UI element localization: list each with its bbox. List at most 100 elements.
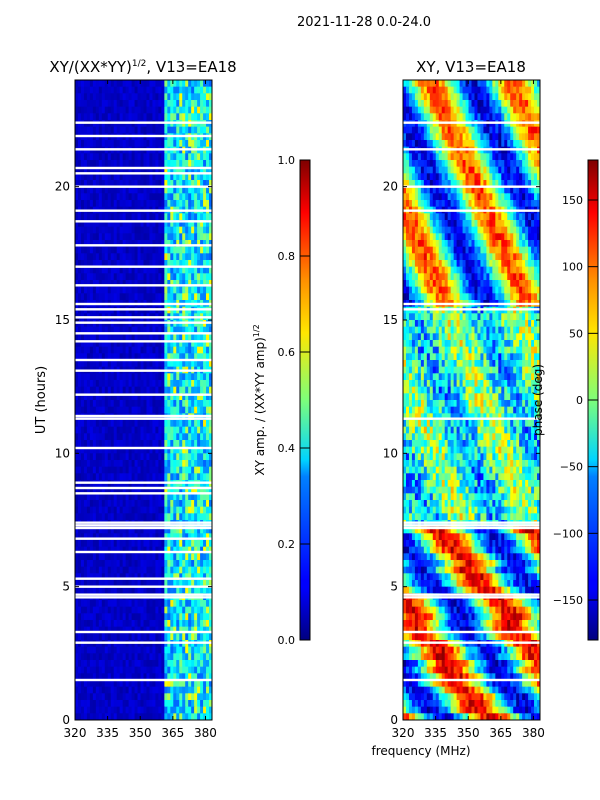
heatmap-cell [403,93,407,101]
heatmap-cell [146,373,151,381]
y-tick-label: 15 [55,313,70,327]
heatmap-cell [116,686,121,694]
heatmap-cell [98,166,103,174]
heatmap-cell [158,626,162,634]
heatmap-cell [441,80,446,88]
heatmap-cell [203,486,207,494]
heatmap-cell [80,673,85,681]
heatmap-cell [152,106,157,114]
heatmap-cell [513,140,517,148]
heatmap-cell [134,540,139,548]
heatmap-cell [146,680,151,688]
heatmap-cell [185,260,189,268]
heatmap-cell [107,633,112,641]
heatmap-cell [116,606,121,614]
heatmap-cell [176,393,180,401]
heatmap-cell [101,560,106,568]
heatmap-cell [206,633,210,641]
heatmap-cell [75,360,79,368]
heatmap-cell [77,433,82,441]
heatmap-cell [134,220,139,228]
heatmap-cell [131,553,136,561]
heatmap-cell [179,613,183,621]
heatmap-cell [95,253,100,261]
heatmap-cell [128,93,133,101]
heatmap-cell [86,393,91,401]
heatmap-cell [167,273,171,281]
heatmap-cell [116,526,121,534]
heatmap-cell [134,326,139,334]
heatmap-cell [107,626,112,634]
heatmap-cell [122,426,127,434]
heatmap-cell [522,86,526,94]
heatmap-cell [92,106,97,114]
heatmap-cell [194,213,198,221]
heatmap-cell [149,233,154,241]
heatmap-cell [77,180,82,188]
heatmap-cell [110,400,115,408]
heatmap-cell [182,140,186,148]
heatmap-cell [98,180,103,188]
heatmap-cell [191,473,195,481]
heatmap-cell [149,446,154,454]
heatmap-cell [149,406,154,414]
heatmap-cell [77,273,82,281]
heatmap-cell [158,693,162,701]
heatmap-cell [140,626,145,634]
heatmap-cell [149,626,154,634]
heatmap-cell [489,86,493,94]
heatmap-cell [191,173,195,181]
heatmap-cell [80,180,85,188]
heatmap-cell [161,513,165,521]
heatmap-cell [137,493,142,501]
heatmap-cell [80,460,85,468]
heatmap-cell [86,100,91,108]
heatmap-cell [119,353,124,361]
heatmap-cell [89,126,94,134]
heatmap-cell [101,333,106,341]
heatmap-cell [185,166,189,174]
heatmap-cell [131,693,136,701]
heatmap-cell [194,373,198,381]
heatmap-cell [179,573,183,581]
heatmap-cell [116,173,121,181]
heatmap-cell [176,220,180,228]
heatmap-cell [83,600,88,608]
heatmap-cell [131,173,136,181]
heatmap-cell [131,186,136,194]
heatmap-cell [137,100,142,108]
heatmap-cell [405,93,410,101]
heatmap-cell [137,173,142,181]
heatmap-cell [101,600,106,608]
heatmap-cell [188,240,192,248]
heatmap-cell [158,373,162,381]
heatmap-cell [203,373,207,381]
heatmap-cell [113,126,118,134]
heatmap-cell [155,393,159,401]
heatmap-cell [182,606,186,614]
heatmap-cell [83,706,88,714]
heatmap-cell [122,526,127,534]
heatmap-cell [92,360,97,368]
heatmap-cell [89,100,94,108]
heatmap-cell [209,606,212,614]
heatmap-cell [83,380,88,388]
heatmap-cell [194,400,198,408]
heatmap-cell [173,200,177,208]
heatmap-cell [140,293,145,301]
heatmap-cell [128,453,133,461]
heatmap-cell [131,200,136,208]
heatmap-cell [86,420,91,428]
heatmap-cell [77,653,82,661]
heatmap-cell [209,433,212,441]
heatmap-cell [95,526,100,534]
heatmap-cell [191,260,195,268]
heatmap-cell [534,140,538,148]
heatmap-cell [417,126,422,134]
heatmap-cell [89,613,94,621]
heatmap-cell [197,153,201,161]
heatmap-cell [137,453,142,461]
heatmap-cell [161,680,165,688]
heatmap-cell [113,673,118,681]
heatmap-cell [107,346,112,354]
